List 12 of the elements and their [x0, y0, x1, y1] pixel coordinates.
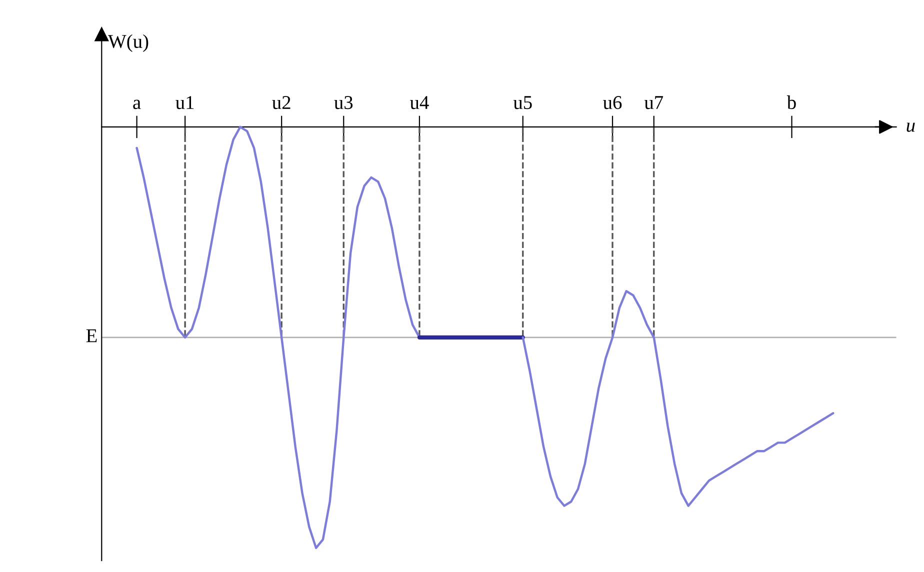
- x-tick-label: u6: [603, 96, 622, 110]
- x-tick-label: a: [133, 100, 141, 110]
- x-tick-label: u3: [334, 96, 353, 110]
- x-axis-title: u: [906, 122, 915, 132]
- y-axis-title: W(u): [108, 34, 148, 52]
- x-tick-label: b: [786, 95, 796, 110]
- x-tick-label: u7: [644, 96, 664, 110]
- x-tick-label: u4: [410, 96, 429, 110]
- x-tick-label: u5: [513, 96, 532, 110]
- ref-line-label: E: [86, 329, 97, 342]
- x-tick-label: u1: [176, 96, 194, 110]
- x-tick-label: u2: [272, 96, 290, 110]
